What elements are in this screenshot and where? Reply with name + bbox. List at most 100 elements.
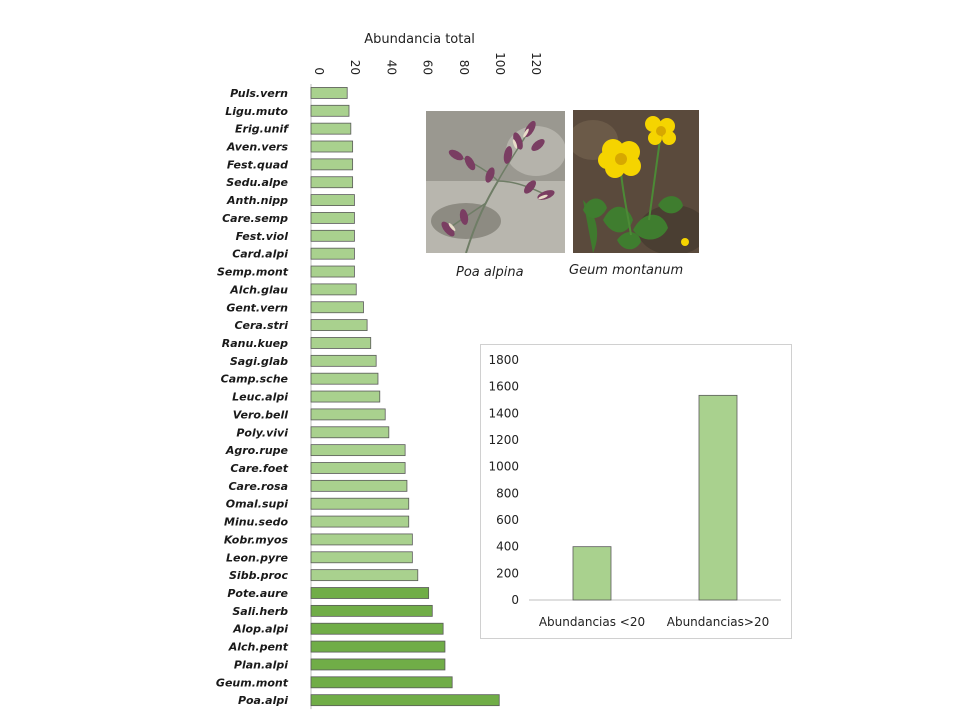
inset-y-tick-label: 400	[496, 540, 519, 554]
category-labels: Puls.vern Ligu.muto Erig.unif Aven.vers Fest…	[216, 87, 289, 707]
inset-y-tick-label: 1400	[488, 406, 519, 420]
category-label: Sedu.alpe	[226, 176, 288, 189]
bar	[310, 408, 386, 421]
x-tick-label: 0	[312, 67, 326, 75]
bar	[310, 640, 446, 653]
bar	[310, 444, 406, 457]
category-label: Card.alpi	[232, 248, 288, 261]
category-label: Semp.mont	[217, 266, 289, 279]
poa-alpina-caption: Poa alpina	[456, 265, 524, 280]
bar	[310, 337, 372, 349]
category-label: Sali.herb	[232, 605, 288, 618]
inset-y-tick-label: 0	[511, 593, 519, 607]
category-label: Fest.quad	[227, 158, 288, 171]
bar	[310, 229, 355, 242]
bar	[310, 569, 419, 582]
bar	[310, 497, 410, 510]
bar	[310, 551, 413, 564]
category-label: Leuc.alpi	[232, 391, 288, 404]
bar	[310, 354, 377, 367]
bar	[310, 587, 430, 599]
inset-y-tick-label: 1200	[488, 433, 519, 447]
category-label: Alch.glau	[229, 283, 288, 296]
inset-bars	[572, 394, 738, 601]
bar	[310, 426, 390, 439]
inset-category-label: Abundancias>20	[667, 615, 769, 629]
inset-y-tick-label: 600	[496, 513, 519, 527]
bar	[310, 622, 444, 635]
bar	[310, 212, 355, 224]
category-label: Camp.sche	[221, 373, 289, 386]
geum-montanum-caption: Geum montanum	[569, 263, 684, 278]
bar	[310, 372, 379, 385]
x-tick-label: 40	[384, 60, 398, 75]
bar	[310, 390, 381, 403]
bar	[310, 604, 433, 617]
bar	[310, 319, 368, 332]
bar	[310, 676, 453, 689]
bar	[310, 87, 348, 99]
category-label: Aven.vers	[226, 141, 289, 154]
geum-montanum-photo	[573, 110, 699, 253]
bar	[310, 283, 357, 296]
inset-category-labels: Abundancias <20 Abundancias>20	[539, 615, 769, 629]
inset-bar-chart: 0 200 400 600 800 1000 1200 1400 1600 1800 Abunda…	[480, 344, 792, 639]
inset-y-tick-label: 800	[496, 486, 519, 500]
x-tick-label: 100	[493, 52, 507, 75]
x-tick-label: 60	[421, 60, 435, 75]
bar	[310, 265, 355, 278]
category-label: Erig.unif	[235, 123, 289, 136]
inset-y-tick-label: 200	[496, 566, 519, 580]
category-label: Poly.vivi	[236, 426, 288, 439]
category-label: Poa.alpi	[238, 694, 288, 707]
category-label: Gent.vern	[226, 301, 288, 314]
category-label: Geum.mont	[216, 676, 289, 689]
category-label: Care.foet	[230, 462, 288, 475]
category-label: Minu.sedo	[224, 516, 288, 529]
bar	[310, 301, 364, 314]
category-label: Care.rosa	[228, 480, 288, 493]
category-label: Leon.pyre	[226, 551, 289, 564]
inset-y-tick-label: 1600	[488, 380, 519, 394]
category-label: Pote.aure	[227, 587, 288, 600]
bar	[310, 158, 354, 171]
category-label: Puls.vern	[230, 87, 288, 100]
category-label: Agro.rupe	[225, 444, 289, 457]
category-label: Anth.nipp	[226, 194, 288, 207]
category-label: Sagi.glab	[230, 355, 288, 368]
poa-alpina-photo	[426, 111, 565, 253]
bar	[310, 515, 410, 528]
inset-category-label: Abundancias <20	[539, 615, 645, 629]
category-label: Care.semp	[222, 212, 288, 225]
bar	[310, 194, 355, 206]
bar	[310, 140, 354, 153]
bars	[310, 87, 500, 707]
category-label: Alch.pent	[228, 641, 289, 654]
bar	[310, 694, 500, 707]
inset-y-ticks: 0 200 400 600 800 1000 1200 1400 1600 1800	[488, 353, 519, 607]
bar	[310, 176, 354, 189]
category-label: Cera.stri	[234, 319, 288, 332]
bar	[310, 462, 406, 474]
category-label: Alop.alpi	[232, 623, 288, 636]
bar	[310, 658, 446, 671]
category-label: Omal.supi	[226, 498, 288, 511]
category-label: Fest.viol	[236, 230, 289, 243]
category-label: Ligu.muto	[225, 105, 288, 118]
bar	[310, 122, 352, 135]
category-label: Vero.bell	[233, 408, 288, 421]
inset-y-tick-label: 1800	[488, 353, 519, 367]
category-label: Kobr.myos	[224, 533, 289, 546]
bar	[310, 479, 408, 492]
x-axis-ticks: 0 20 40 60 80 100 120	[312, 52, 543, 75]
x-tick-label: 120	[529, 52, 543, 75]
bar	[310, 533, 413, 546]
x-tick-label: 80	[457, 60, 471, 75]
category-label: Sibb.proc	[229, 569, 288, 582]
bar	[310, 104, 350, 117]
inset-bar	[698, 394, 738, 601]
category-label: Ranu.kuep	[222, 337, 288, 350]
category-label: Plan.alpi	[234, 658, 288, 671]
x-axis-title: Abundancia total	[364, 32, 475, 47]
